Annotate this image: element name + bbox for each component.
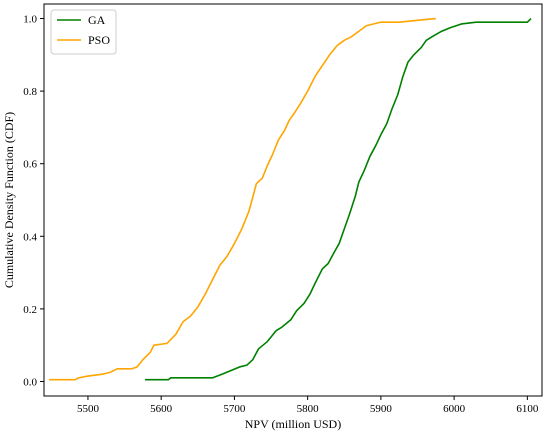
y-axis-ticks: 0.0 0.2 0.4 0.6 0.8 1.0 — [23, 14, 44, 388]
y-tick-label: 0.8 — [23, 86, 37, 98]
series-layer — [49, 17, 532, 381]
y-tick-label: 1.0 — [23, 14, 37, 26]
plot-area-frame — [43, 3, 543, 397]
series-line-ga — [145, 17, 532, 381]
x-tick-label: 6000 — [443, 403, 466, 415]
x-tick-label: 5900 — [370, 403, 393, 415]
legend-box — [50, 9, 117, 55]
x-tick-label: 5500 — [77, 403, 100, 415]
x-tick-label: 5600 — [150, 403, 173, 415]
series-line-pso — [49, 17, 436, 381]
x-tick-label: 6100 — [516, 403, 539, 415]
y-tick-label: 0.2 — [23, 304, 37, 316]
y-axis-label: Cumulative Density Function (CDF) — [2, 112, 16, 288]
legend: GA PSO — [50, 9, 117, 55]
x-tick-label: 5700 — [223, 403, 246, 415]
legend-label-ga: GA — [88, 13, 106, 27]
y-tick-label: 0.4 — [23, 231, 37, 243]
x-axis-label: NPV (million USD) — [245, 417, 341, 431]
y-tick-label: 0.0 — [23, 376, 37, 388]
legend-label-pso: PSO — [88, 33, 110, 47]
x-tick-label: 5800 — [297, 403, 320, 415]
x-axis-ticks: 5500 5600 5700 5800 5900 6000 6100 — [77, 396, 539, 415]
y-tick-label: 0.6 — [23, 159, 37, 171]
